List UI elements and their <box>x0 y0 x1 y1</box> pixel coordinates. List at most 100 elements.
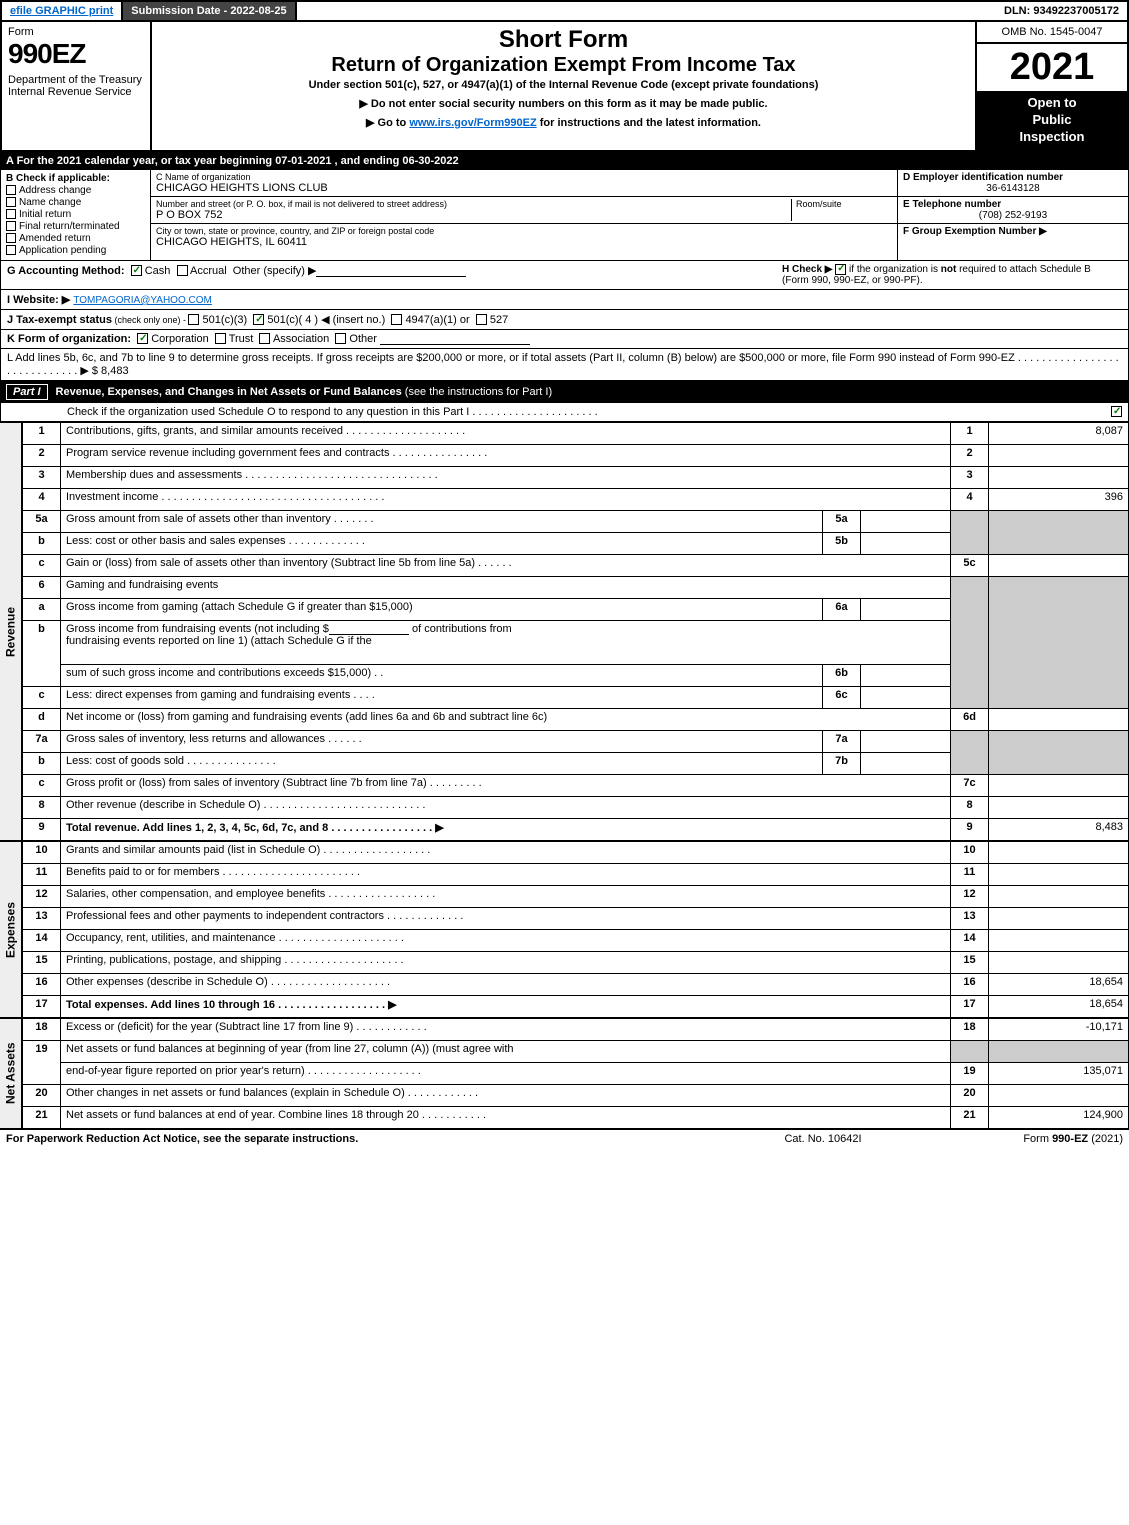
row-k: K Form of organization: Corporation Trus… <box>0 330 1129 349</box>
header-center: Short Form Return of Organization Exempt… <box>152 22 977 150</box>
efile-link[interactable]: efile GRAPHIC print <box>10 5 113 17</box>
title-return: Return of Organization Exempt From Incom… <box>160 54 967 77</box>
page-footer: For Paperwork Reduction Act Notice, see … <box>0 1129 1129 1148</box>
opt-501c3: 501(c)(3) <box>203 314 248 326</box>
chk-initial-return[interactable]: Initial return <box>6 209 145 220</box>
chk-h[interactable] <box>835 264 846 275</box>
dept-treasury: Department of the Treasury <box>8 74 144 86</box>
opt-corp: Corporation <box>151 333 208 345</box>
goto-pre: ▶ Go to <box>366 117 409 129</box>
j-note: (check only one) - <box>112 315 189 325</box>
opt-other-org: Other <box>349 333 377 345</box>
line-13: 13Professional fees and other payments t… <box>23 907 1129 929</box>
chk-amended-return[interactable]: Amended return <box>6 233 145 244</box>
chk-cash[interactable] <box>131 265 142 276</box>
schedule-o-note: Check if the organization used Schedule … <box>67 406 598 418</box>
chk-assoc[interactable] <box>259 333 270 344</box>
chk-other-org[interactable] <box>335 333 346 344</box>
addr-label: Number and street (or P. O. box, if mail… <box>156 199 787 209</box>
line-5a: 5aGross amount from sale of assets other… <box>23 510 1129 532</box>
schedule-o-check[interactable] <box>1111 406 1122 418</box>
header-left: Form 990EZ Department of the Treasury In… <box>2 22 152 150</box>
expenses-table: 10Grants and similar amounts paid (list … <box>22 841 1129 1018</box>
line-2: 2Program service revenue including gover… <box>23 444 1129 466</box>
netassets-label: Net Assets <box>0 1018 22 1129</box>
line-5c: cGain or (loss) from sale of assets othe… <box>23 554 1129 576</box>
footer-form: Form 990-EZ (2021) <box>923 1133 1123 1145</box>
g-label: G Accounting Method: <box>7 265 125 277</box>
tax-year: 2021 <box>977 44 1127 91</box>
line-14: 14Occupancy, rent, utilities, and mainte… <box>23 929 1129 951</box>
header-right: OMB No. 1545-0047 2021 Open to Public In… <box>977 22 1127 150</box>
org-city-block: City or town, state or province, country… <box>151 224 897 250</box>
line-21: 21Net assets or fund balances at end of … <box>23 1106 1129 1128</box>
part-1-tag: Part I <box>6 384 48 400</box>
org-name-label: C Name of organization <box>156 172 892 182</box>
line-8: 8Other revenue (describe in Schedule O) … <box>23 796 1129 818</box>
opt-assoc: Association <box>273 333 329 345</box>
chk-corp[interactable] <box>137 333 148 344</box>
form-number: 990EZ <box>8 38 144 70</box>
l-amount: 8,483 <box>101 365 129 377</box>
part-1-header: Part I Revenue, Expenses, and Changes in… <box>0 381 1129 403</box>
chk-trust[interactable] <box>215 333 226 344</box>
org-address-block: Number and street (or P. O. box, if mail… <box>151 197 897 224</box>
addr-value: P O BOX 752 <box>156 209 787 221</box>
chk-name-change[interactable]: Name change <box>6 197 145 208</box>
revenue-section: Revenue 1Contributions, gifts, grants, a… <box>0 422 1129 841</box>
ein-value: 36-6143128 <box>903 183 1123 194</box>
col-d-ein-phone: D Employer identification number 36-6143… <box>898 170 1128 260</box>
line-9: 9Total revenue. Add lines 1, 2, 3, 4, 5c… <box>23 818 1129 840</box>
goto-post: for instructions and the latest informat… <box>537 117 761 129</box>
chk-final-return[interactable]: Final return/terminated <box>6 221 145 232</box>
submission-date: Submission Date - 2022-08-25 <box>123 2 296 20</box>
tel-block: E Telephone number (708) 252-9193 <box>898 197 1128 224</box>
org-name-block: C Name of organization CHICAGO HEIGHTS L… <box>151 170 897 197</box>
netassets-table: 18Excess or (deficit) for the year (Subt… <box>22 1018 1129 1129</box>
inspect-3: Inspection <box>1019 129 1084 144</box>
footer-notice: For Paperwork Reduction Act Notice, see … <box>6 1133 723 1145</box>
chk-501c3[interactable] <box>188 314 199 325</box>
inspect-1: Open to <box>1027 95 1076 110</box>
city-value: CHICAGO HEIGHTS, IL 60411 <box>156 236 892 248</box>
line-7a: 7aGross sales of inventory, less returns… <box>23 730 1129 752</box>
website-link[interactable]: TOMPAGORIA@YAHOO.COM <box>73 295 212 306</box>
line-17: 17Total expenses. Add lines 10 through 1… <box>23 995 1129 1017</box>
title-short-form: Short Form <box>160 26 967 54</box>
line-3: 3Membership dues and assessments . . . .… <box>23 466 1129 488</box>
opt-527: 527 <box>490 314 508 326</box>
chk-accrual[interactable] <box>177 265 188 276</box>
top-bar: efile GRAPHIC print Submission Date - 20… <box>0 0 1129 22</box>
opt-501c: 501(c)( 4 ) ◀ (insert no.) <box>267 314 385 326</box>
line-15: 15Printing, publications, postage, and s… <box>23 951 1129 973</box>
opt-other: Other (specify) ▶ <box>233 265 317 277</box>
col-b-label: B Check if applicable: <box>6 173 145 184</box>
chk-address-change[interactable]: Address change <box>6 185 145 196</box>
group-exemption-block: F Group Exemption Number ▶ <box>898 224 1128 260</box>
line-11: 11Benefits paid to or for members . . . … <box>23 863 1129 885</box>
chk-527[interactable] <box>476 314 487 325</box>
tel-value: (708) 252-9193 <box>903 210 1123 221</box>
j-label: J Tax-exempt status <box>7 314 112 326</box>
opt-4947: 4947(a)(1) or <box>405 314 469 326</box>
l-text: L Add lines 5b, 6c, and 7b to line 9 to … <box>7 352 1119 377</box>
line-16: 16Other expenses (describe in Schedule O… <box>23 973 1129 995</box>
dept-irs: Internal Revenue Service <box>8 86 144 98</box>
omb-number: OMB No. 1545-0047 <box>977 22 1127 44</box>
dln: DLN: 93492237005172 <box>996 2 1127 20</box>
irs-link[interactable]: www.irs.gov/Form990EZ <box>409 117 536 129</box>
note-ssn: ▶ Do not enter social security numbers o… <box>160 97 967 110</box>
h-post1: required to attach Schedule B <box>956 264 1091 275</box>
part-1-checknote: Check if the organization used Schedule … <box>0 403 1129 422</box>
row-j: J Tax-exempt status (check only one) - 5… <box>0 310 1129 330</box>
chk-4947[interactable] <box>391 314 402 325</box>
org-name-value: CHICAGO HEIGHTS LIONS CLUB <box>156 182 892 194</box>
part-1-note: (see the instructions for Part I) <box>405 386 552 398</box>
line-20: 20Other changes in net assets or fund ba… <box>23 1084 1129 1106</box>
chk-501c[interactable] <box>253 314 264 325</box>
efile-label: efile GRAPHIC print <box>2 2 123 20</box>
line-12: 12Salaries, other compensation, and empl… <box>23 885 1129 907</box>
ein-label: D Employer identification number <box>903 172 1123 183</box>
line-6: 6Gaming and fundraising events <box>23 576 1129 598</box>
chk-application-pending[interactable]: Application pending <box>6 245 145 256</box>
